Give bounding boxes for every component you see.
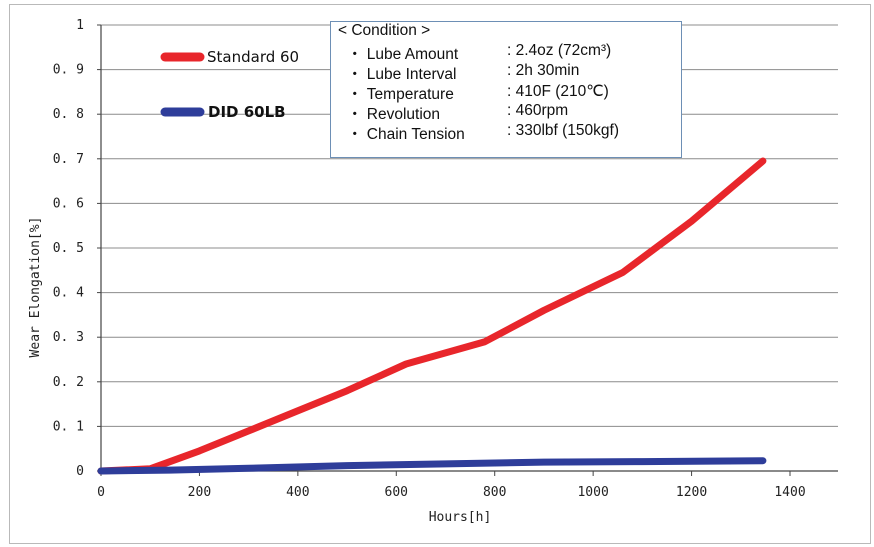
x-tick-label: 200 — [188, 485, 211, 500]
y-tick-label: 0. 2 — [53, 375, 84, 390]
x-axis-title: Hours[h] — [429, 510, 492, 525]
legend-label: DID 60LB — [208, 103, 286, 121]
condition-title: < Condition > — [338, 22, 431, 39]
condition-value: : 2h 30min — [507, 62, 580, 79]
y-tick-label: 0. 5 — [53, 241, 84, 256]
condition-value: : 460rpm — [507, 102, 569, 119]
condition-label: ・ Lube Amount — [347, 46, 459, 63]
condition-label: ・ Temperature — [347, 86, 454, 103]
y-tick-label: 0. 1 — [53, 419, 84, 434]
x-tick-label: 800 — [483, 485, 506, 500]
y-axis-title: Wear Elongation[%] — [28, 217, 43, 358]
condition-value: : 2.4oz (72cm³) — [507, 42, 612, 59]
series-lines — [97, 157, 767, 475]
y-tick-label: 0. 7 — [53, 152, 84, 167]
condition-value: : 330lbf (150kgf) — [507, 122, 620, 139]
x-tick-label: 400 — [286, 485, 309, 500]
x-tick-label: 1200 — [676, 485, 707, 500]
legend-label: Standard 60 — [207, 48, 299, 66]
condition-label: ・ Chain Tension — [347, 126, 465, 143]
y-tick-label: 0. 3 — [53, 330, 84, 345]
condition-value: : 410F (210℃) — [507, 83, 609, 100]
y-tick-label: 0. 4 — [53, 286, 84, 301]
y-tick-label: 0. 9 — [53, 63, 84, 78]
x-tick-label: 1000 — [577, 485, 608, 500]
condition-box: < Condition > ・ Lube Amount : 2.4oz (72c… — [330, 21, 682, 158]
x-tick-label: 1400 — [774, 485, 805, 500]
condition-label: ・ Lube Interval — [347, 66, 457, 83]
x-tick-label: 600 — [385, 485, 408, 500]
x-tick-label: 0 — [97, 485, 105, 500]
y-tick-label: 0 — [76, 464, 84, 479]
condition-label: ・ Revolution — [347, 106, 441, 123]
series-line-did-60lb — [97, 457, 767, 475]
y-tick-label: 1 — [76, 18, 84, 33]
y-tick-label: 0. 6 — [53, 196, 84, 211]
series-line-standard-60 — [97, 157, 767, 475]
legend: Standard 60 DID 60LB — [160, 48, 299, 121]
y-tick-label: 0. 8 — [53, 107, 84, 122]
